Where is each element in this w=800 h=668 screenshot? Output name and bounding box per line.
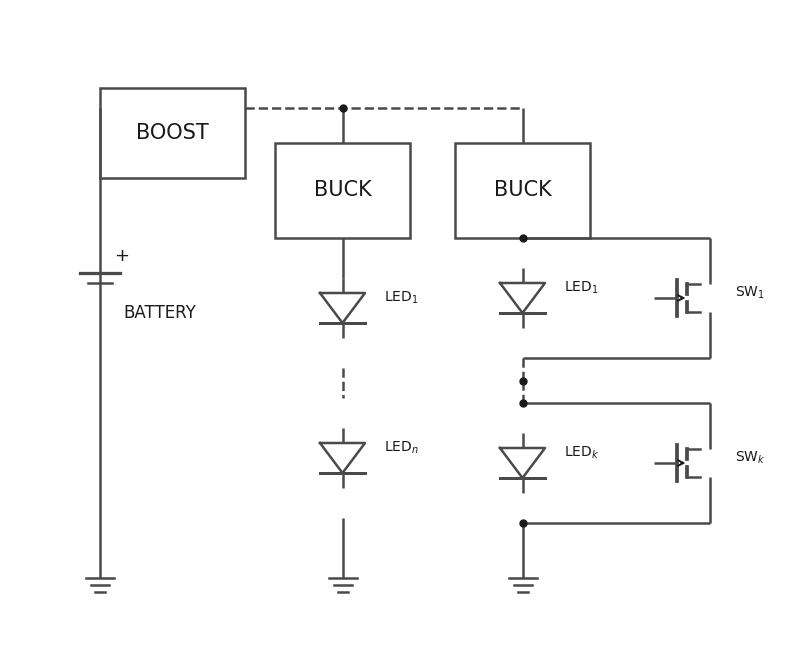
Text: BOOST: BOOST [136, 123, 209, 143]
Text: LED$_n$: LED$_n$ [385, 440, 419, 456]
Text: LED$_1$: LED$_1$ [565, 280, 599, 296]
Bar [275, 143, 410, 238]
Text: LED$_1$: LED$_1$ [385, 290, 419, 306]
Text: LED$_k$: LED$_k$ [565, 445, 600, 461]
Text: BUCK: BUCK [494, 180, 551, 200]
Text: +: + [114, 247, 130, 265]
Text: BATTERY: BATTERY [123, 304, 197, 322]
Bar [100, 88, 245, 178]
Text: BUCK: BUCK [314, 180, 371, 200]
Text: SW$_k$: SW$_k$ [735, 450, 766, 466]
Text: SW$_1$: SW$_1$ [735, 285, 765, 301]
Bar [455, 143, 590, 238]
